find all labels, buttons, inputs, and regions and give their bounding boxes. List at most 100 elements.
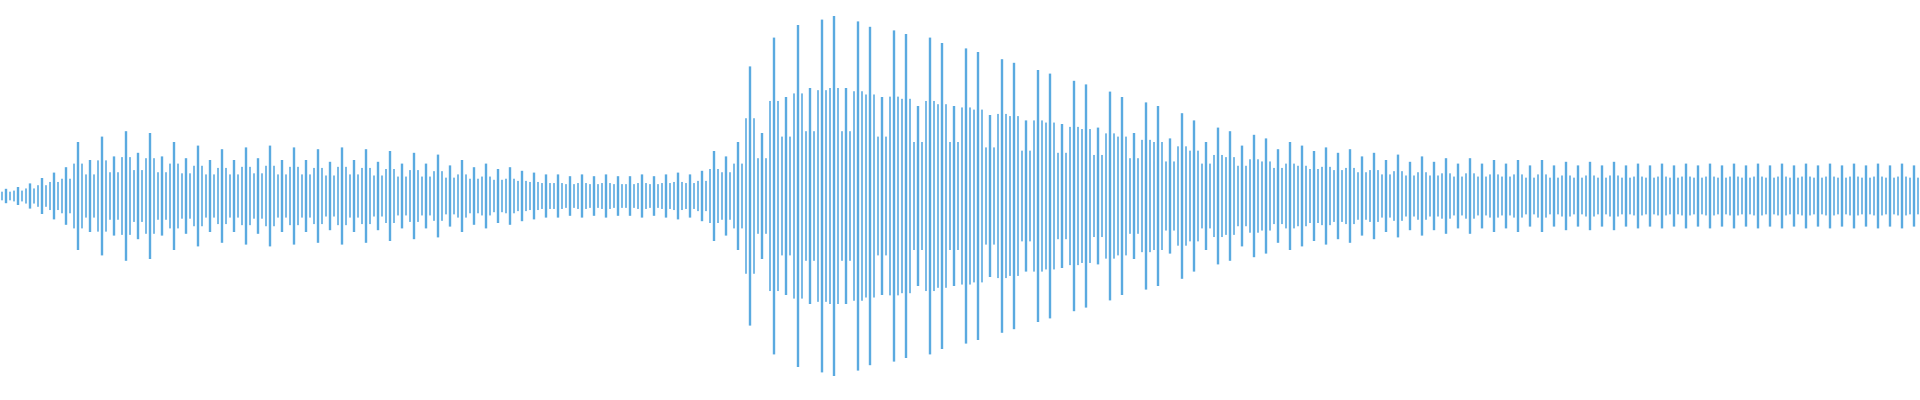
wave-fill — [501, 179, 503, 213]
wave-fill — [805, 131, 807, 261]
wave-peak — [1060, 124, 1064, 268]
wave-fill — [217, 167, 219, 225]
wave-fill — [1557, 177, 1559, 215]
wave-fill — [261, 173, 263, 219]
wave-fill — [1525, 177, 1527, 215]
wave-fill — [1849, 176, 1851, 216]
wave-fill — [1117, 136, 1119, 256]
wave-fill — [1453, 176, 1455, 216]
wave-fill — [573, 184, 575, 208]
wave-fill — [937, 104, 939, 288]
wave-fill — [997, 113, 999, 279]
wave-fill — [1693, 177, 1695, 215]
wave-peak — [532, 172, 536, 220]
wave-peak — [424, 163, 428, 229]
wave-peak — [184, 158, 188, 234]
wave-fill — [385, 169, 387, 223]
wave-fill — [1185, 146, 1187, 246]
wave-fill — [1153, 142, 1155, 250]
wave-fill — [445, 177, 447, 215]
wave-fill — [1065, 152, 1067, 240]
wave-peak — [220, 149, 224, 243]
wave-fill — [69, 178, 71, 214]
wave-fill — [813, 131, 815, 261]
wave-fill — [1485, 176, 1487, 216]
wave-fill — [1233, 157, 1235, 235]
wave-peak — [136, 152, 140, 240]
wave-fill — [865, 94, 867, 298]
wave-peak — [88, 160, 92, 232]
wave-fill — [601, 183, 603, 209]
wave-fill — [193, 165, 195, 227]
wave-fill — [1461, 176, 1463, 216]
wave-peak — [1216, 127, 1220, 265]
wave-fill — [921, 142, 923, 250]
wave-fill — [1021, 150, 1023, 242]
wave-fill — [1257, 159, 1259, 233]
wave-peak — [1600, 165, 1604, 227]
wave-fill — [1665, 176, 1667, 216]
wave-fill — [345, 166, 347, 226]
wave-peak — [1720, 165, 1724, 227]
wave-fill — [141, 170, 143, 222]
wave-fill — [1033, 120, 1035, 272]
wave-peak — [952, 106, 956, 286]
wave-fill — [1909, 177, 1911, 215]
wave-peak — [856, 21, 860, 371]
wave-peak — [568, 176, 572, 216]
wave-peak — [928, 37, 932, 355]
wave-fill — [1341, 170, 1343, 222]
wave-peak — [628, 176, 632, 216]
wave-fill — [469, 178, 471, 214]
wave-fill — [1429, 175, 1431, 217]
wave-fill — [609, 183, 611, 209]
wave-peak — [1576, 165, 1580, 227]
wave-peak — [736, 142, 740, 250]
wave-fill — [337, 166, 339, 226]
wave-fill — [681, 181, 683, 211]
wave-fill — [613, 184, 615, 208]
wave-fill — [1549, 177, 1551, 215]
wave-fill — [1701, 177, 1703, 215]
wave-fill — [405, 176, 407, 216]
wave-peak — [112, 156, 116, 236]
wave-fill — [493, 179, 495, 213]
wave-fill — [1765, 177, 1767, 215]
wave-fill — [1329, 166, 1331, 226]
wave-fill — [873, 94, 875, 298]
wave-peak — [1792, 165, 1796, 227]
wave-fill — [837, 88, 839, 304]
wave-fill — [1137, 158, 1139, 234]
wave-fill — [993, 147, 995, 245]
wave-peak — [1888, 165, 1892, 227]
wave-peak — [904, 34, 908, 358]
wave-peak — [664, 174, 668, 218]
wave-fill — [645, 183, 647, 209]
wave-fill — [1741, 177, 1743, 215]
wave-fill — [1593, 175, 1595, 217]
wave-fill — [829, 88, 831, 304]
wave-peak — [196, 145, 200, 247]
wave-fill — [1177, 146, 1179, 246]
wave-peak — [868, 26, 872, 366]
wave-fill — [1441, 173, 1443, 219]
wave-peak — [1168, 138, 1172, 254]
wave-fill — [1305, 165, 1307, 227]
wave-peak — [796, 25, 800, 367]
wave-fill — [1473, 173, 1475, 219]
wave-fill — [537, 181, 539, 211]
wave-fill — [753, 118, 755, 274]
wave-peak — [388, 151, 392, 241]
wave-peak — [316, 149, 320, 243]
wave-fill — [849, 131, 851, 261]
wave-peak — [976, 52, 980, 340]
wave-peak — [1192, 120, 1196, 272]
wave-fill — [1357, 172, 1359, 220]
wave-fill — [853, 91, 855, 301]
wave-fill — [885, 136, 887, 256]
wave-fill — [709, 169, 711, 223]
wave-fill — [201, 165, 203, 227]
wave-fill — [1413, 175, 1415, 217]
wave-fill — [1521, 174, 1523, 218]
